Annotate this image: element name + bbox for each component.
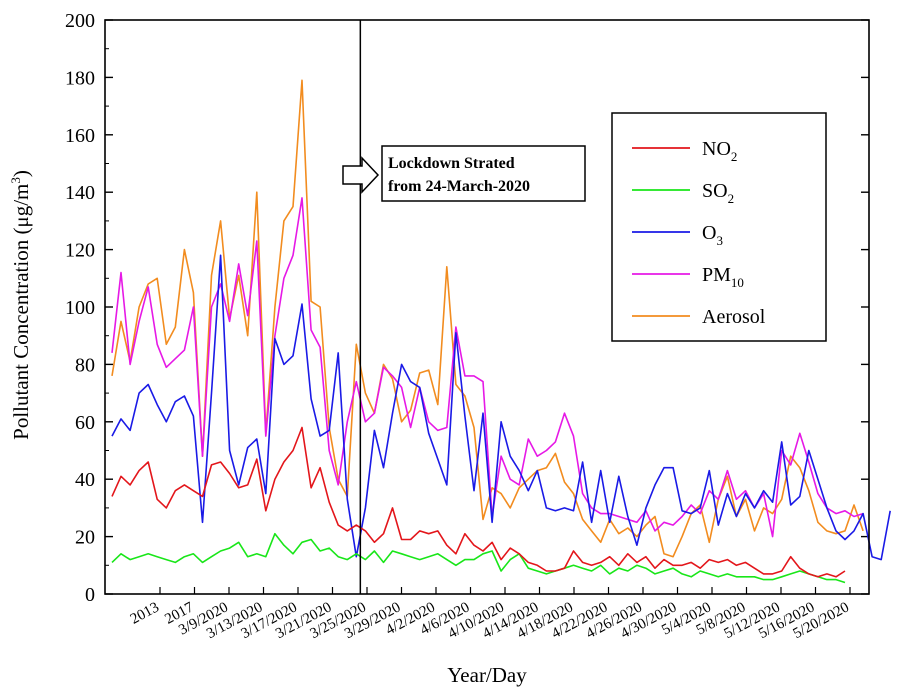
y-tick-label: 40 <box>75 469 95 491</box>
annotation-line2: from 24-March-2020 <box>388 178 530 195</box>
y-axis-title-sup: 3 <box>8 177 23 184</box>
y-tick-label: 120 <box>65 240 95 262</box>
x-axis: 2013 20173/9/20203/13/20203/17/20203/21/2… <box>128 587 852 642</box>
legend-label: PM10 <box>702 264 744 290</box>
legend-box <box>611 112 827 342</box>
y-tick-label: 0 <box>85 584 95 606</box>
y-axis-title-main: Pollutant Concentration (μg/m <box>9 184 33 440</box>
series-lines <box>111 79 891 584</box>
series-line-so2 <box>111 532 846 584</box>
series-line-pm10 <box>111 197 864 538</box>
legend-label-main: NO <box>702 138 731 160</box>
legend-label: Aerosol <box>702 306 766 328</box>
y-tick-label: 180 <box>65 67 95 89</box>
series-line-no2 <box>111 426 846 578</box>
legend-label-sub: 10 <box>731 275 744 290</box>
lockdown-annotation: Lockdown Strated from 24-March-2020 <box>342 145 586 202</box>
y-tick-label: 200 <box>65 10 95 32</box>
legend-label-sub: 2 <box>728 191 735 206</box>
y-tick-label: 20 <box>75 527 95 549</box>
y-axis-title-end: ) <box>9 170 33 177</box>
legend-label-main: PM <box>702 264 731 286</box>
y-tick-label: 80 <box>75 354 95 376</box>
annotation-line1: Lockdown Strated <box>388 155 515 172</box>
y-axis: 0 20 40 60 80 100 120 140 160 180 200 <box>65 10 869 606</box>
annotation-box <box>381 145 586 202</box>
arrow-right-icon <box>342 156 380 194</box>
legend-label-main: Aerosol <box>702 306 766 328</box>
legend-label-sub: 2 <box>731 149 738 164</box>
legend-label: NO2 <box>702 138 737 164</box>
x-axis-title: Year/Day <box>447 663 527 687</box>
y-tick-label: 60 <box>75 412 95 434</box>
legend-label-main: SO <box>702 180 728 202</box>
legend-label: SO2 <box>702 180 734 206</box>
series-line-o3 <box>111 254 891 561</box>
x-tick-label: 2013 <box>128 599 162 627</box>
legend-label: O3 <box>702 222 723 248</box>
y-tick-label: 140 <box>65 182 95 204</box>
plot-frame <box>104 19 870 595</box>
legend-label-sub: 3 <box>716 233 723 248</box>
y-tick-label: 100 <box>65 297 95 319</box>
y-tick-label: 160 <box>65 125 95 147</box>
legend-label-main: O <box>702 222 716 244</box>
y-axis-title: Pollutant Concentration (μg/m3) <box>8 170 33 440</box>
